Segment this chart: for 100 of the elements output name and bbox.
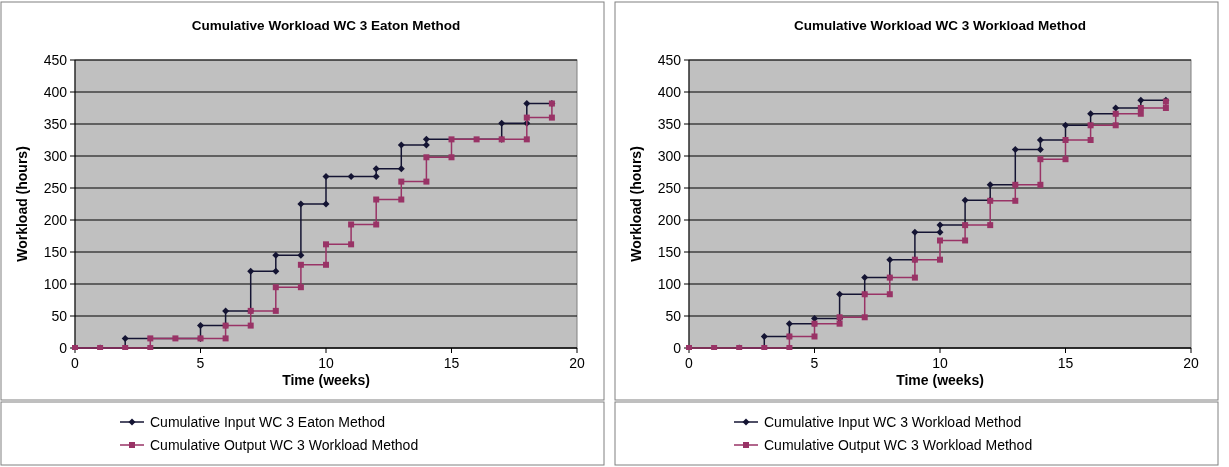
point: [323, 241, 329, 248]
point: [1037, 181, 1044, 188]
point: [1162, 105, 1169, 111]
point: [911, 228, 919, 236]
x-tick-label: 5: [196, 355, 205, 371]
point: [836, 290, 844, 298]
y-axis-title: Workload (hours): [14, 146, 30, 262]
point: [1112, 104, 1120, 112]
point: [247, 322, 254, 329]
point: [423, 154, 430, 161]
y-tick-label: 100: [657, 275, 682, 292]
y-tick-label: 300: [43, 147, 68, 164]
point: [1037, 156, 1044, 163]
point: [785, 320, 793, 328]
point: [272, 267, 280, 275]
chart-title: Cumulative Workload WC 3 Workload Method: [793, 18, 1087, 33]
point: [937, 237, 943, 244]
x-axis-title: Time (weeks): [282, 372, 370, 388]
point: [297, 251, 305, 259]
point: [423, 178, 430, 185]
x-tick-label: 10: [318, 355, 334, 371]
y-tick-label: 400: [657, 83, 682, 100]
point: [147, 335, 154, 342]
legend-label: Cumulative Input WC 3 Workload Method: [764, 413, 1022, 430]
point: [961, 196, 969, 204]
point: [197, 322, 204, 330]
point: [523, 136, 530, 143]
point: [272, 307, 279, 314]
point: [498, 119, 506, 127]
point: [247, 267, 255, 275]
point: [373, 196, 380, 203]
point: [1087, 137, 1094, 143]
point: [323, 261, 329, 268]
point: [222, 335, 229, 342]
y-tick-label: 200: [43, 211, 68, 228]
point: [398, 196, 405, 203]
point: [397, 165, 405, 173]
point: [147, 345, 154, 350]
point: [222, 307, 230, 315]
point: [322, 172, 330, 180]
point: [473, 136, 480, 143]
point: [372, 165, 380, 173]
x-tick-label: 15: [443, 355, 460, 371]
y-tick-label: 0: [59, 339, 68, 356]
y-tick-label: 350: [657, 115, 682, 132]
point: [348, 221, 355, 228]
point: [760, 332, 768, 340]
legend-label: Cumulative Input WC 3 Eaton Method: [150, 413, 386, 430]
y-tick-label: 450: [43, 51, 68, 68]
point: [121, 334, 129, 342]
point: [836, 320, 843, 327]
point: [886, 256, 894, 264]
y-tick-label: 150: [657, 243, 682, 260]
point: [1062, 121, 1069, 129]
y-tick-label: 50: [51, 307, 68, 324]
x-tick-label: 20: [569, 355, 585, 371]
point: [523, 114, 530, 121]
point: [911, 274, 918, 281]
point: [987, 222, 994, 229]
y-tick-label: 400: [43, 83, 68, 100]
y-tick-label: 200: [657, 211, 682, 228]
x-axis-title: Time (weeks): [896, 372, 984, 388]
y-tick-label: 0: [673, 339, 682, 356]
point: [372, 172, 380, 180]
point: [1036, 146, 1044, 154]
point: [1087, 110, 1095, 118]
point: [347, 172, 355, 180]
y-tick-label: 350: [43, 115, 68, 132]
point: [348, 241, 355, 248]
point: [811, 333, 818, 340]
point: [962, 237, 969, 244]
point: [373, 221, 380, 228]
legend-label: Cumulative Output WC 3 Workload Method: [150, 436, 419, 453]
x-tick-label: 15: [1057, 355, 1074, 371]
point: [422, 141, 430, 149]
x-tick-label: 20: [1183, 355, 1199, 371]
point: [322, 200, 330, 208]
y-tick-label: 50: [665, 307, 682, 324]
point: [297, 200, 305, 208]
point: [1012, 197, 1019, 204]
point: [886, 291, 893, 298]
point: [936, 228, 944, 236]
point: [272, 284, 279, 291]
point: [448, 154, 455, 161]
point: [1112, 122, 1119, 129]
y-tick-label: 100: [43, 275, 68, 292]
point: [523, 100, 531, 108]
point: [1062, 156, 1069, 163]
point: [1011, 146, 1019, 154]
point: [422, 135, 430, 143]
y-tick-label: 150: [43, 243, 68, 260]
x-tick-label: 5: [810, 355, 819, 371]
y-axis-title: Workload (hours): [628, 146, 644, 262]
point: [986, 181, 994, 189]
point: [398, 178, 405, 185]
point: [448, 136, 455, 143]
x-tick-label: 10: [932, 355, 948, 371]
chart-title: Cumulative Workload WC 3 Eaton Method: [191, 18, 461, 33]
point: [1036, 136, 1044, 144]
point: [297, 261, 304, 268]
